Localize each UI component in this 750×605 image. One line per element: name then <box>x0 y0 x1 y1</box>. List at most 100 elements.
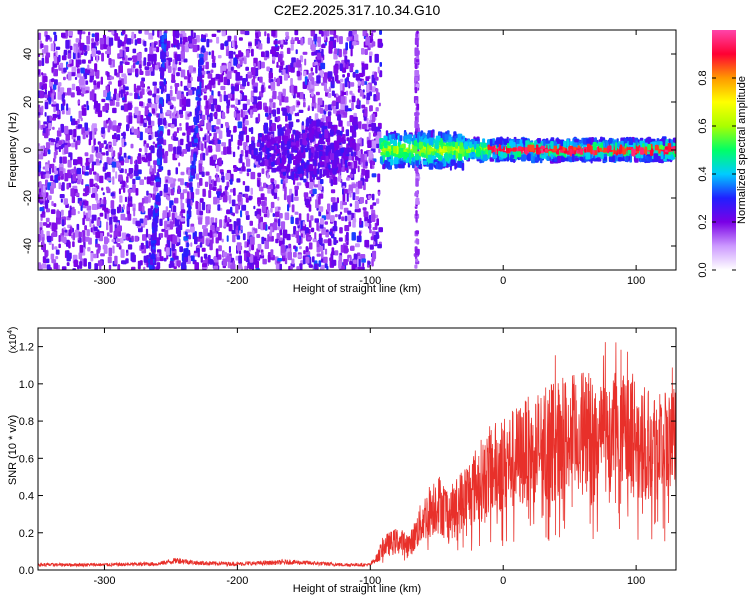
spectrogram-noise-cell <box>314 184 319 187</box>
spectrogram-noise-cell <box>254 256 258 265</box>
spectrogram-noise-cell <box>322 43 324 47</box>
spectrogram-noise-cell <box>139 64 142 68</box>
spectrogram-noise-cell <box>182 133 186 136</box>
spectrogram-noise-cell <box>102 106 106 112</box>
spectrogram-noise-cell <box>177 237 180 243</box>
spectrogram-noise-cell <box>61 210 64 216</box>
spectrogram-noise-cell <box>244 57 247 64</box>
spectrogram-streak-cell <box>152 243 155 247</box>
spectrogram-noise-cell <box>124 37 126 44</box>
spectrogram-noise-cell <box>74 46 76 53</box>
spectrogram-noise-cell <box>217 105 221 112</box>
spectrogram-noise-cell <box>42 237 44 245</box>
spectrogram-blob-cell <box>267 148 270 155</box>
spectrogram-noise-cell <box>45 102 49 109</box>
spectrogram-noise-cell <box>69 60 72 64</box>
spectrogram-noise-cell <box>240 27 245 34</box>
spectrogram-noise-cell <box>121 73 126 77</box>
spectrogram-noise-cell <box>350 246 354 251</box>
spectrogram-noise-cell <box>274 77 276 82</box>
spectrogram-noise-cell <box>325 105 328 112</box>
spectrogram-noise-cell <box>144 177 146 180</box>
spectrogram-noise-cell <box>237 242 242 250</box>
spectrogram-noise-cell <box>245 120 249 125</box>
spectrogram-noise-cell <box>101 127 105 134</box>
spectrogram-noise-cell <box>376 232 379 240</box>
spectrogram-blob-cell <box>254 148 258 155</box>
spectrogram-noise-cell <box>246 159 250 167</box>
spectrogram-noise-cell <box>317 37 321 43</box>
spectrogram-noise-cell <box>43 196 45 205</box>
spectrogram-noise-cell <box>121 90 123 98</box>
spectrogram-noise-cell <box>251 97 254 102</box>
spectrogram-noise-cell <box>48 149 51 154</box>
spectrogram-noise-cell <box>349 100 351 103</box>
spectrogram-noise-cell <box>303 179 306 183</box>
spectrogram-noise-cell <box>203 153 206 159</box>
spectrogram-noise-cell <box>159 252 161 257</box>
spectrogram-noise-cell <box>287 204 289 211</box>
spectrogram-noise-cell <box>39 181 41 188</box>
spectrogram-noise-cell <box>52 244 54 250</box>
spectrogram-noise-cell <box>44 45 49 54</box>
spectrogram-noise-cell <box>267 37 270 44</box>
spectrogram-noise-cell <box>369 106 371 112</box>
spectrogram-noise-cell <box>221 124 224 128</box>
spectrogram-noise-cell <box>122 181 125 188</box>
spectrogram-noise-cell <box>80 68 85 74</box>
spectrogram-streak-cell <box>156 195 161 202</box>
spectrogram-noise-cell <box>268 255 271 263</box>
spectrogram-noise-cell <box>261 237 264 244</box>
spectrogram-noise-cell <box>359 73 364 77</box>
spectrogram-noise-cell <box>180 81 182 87</box>
spectrogram-noise-cell <box>100 38 105 44</box>
spectrogram-noise-cell <box>204 135 206 141</box>
spectrogram-noise-cell <box>148 135 151 140</box>
spectrogram-noise-cell <box>325 232 329 237</box>
spectrogram-noise-cell <box>355 243 360 247</box>
spectrogram-noise-cell <box>136 73 139 77</box>
spectrogram-blob-cell <box>307 142 309 151</box>
spectrogram-noise-cell <box>315 218 320 223</box>
spectrogram-noise-cell <box>180 199 182 206</box>
spectrogram-noise-cell <box>51 182 55 189</box>
spectrogram-noise-cell <box>232 200 236 207</box>
spectrogram-noise-cell <box>376 218 379 226</box>
spectrogram-noise-cell <box>278 54 283 62</box>
spectrogram-noise-cell <box>84 172 89 176</box>
spectrogram-noise-cell <box>172 105 174 109</box>
spectrogram-noise-cell <box>365 161 368 166</box>
spectrogram-blob-cell <box>291 142 296 145</box>
spectrogram-noise-cell <box>51 201 53 206</box>
spectrogram-noise-cell <box>47 264 51 270</box>
spectrogram-noise-cell <box>279 99 282 105</box>
spectrogram-band-cell <box>407 139 410 143</box>
spectrogram-noise-cell <box>227 235 229 242</box>
spectrogram-noise-cell <box>103 134 106 139</box>
spectrogram-noise-cell <box>129 115 133 124</box>
spectrogram-noise-cell <box>362 63 364 66</box>
spectrogram-blob-cell <box>317 128 320 132</box>
spectrogram-noise-cell <box>125 258 128 263</box>
spectrogram-noise-cell <box>210 230 213 238</box>
spectrogram-noise-cell <box>371 236 374 240</box>
spectrogram-noise-cell <box>308 107 310 111</box>
spectrogram-noise-cell <box>68 53 71 59</box>
spectrogram-noise-cell <box>70 152 72 160</box>
spectrogram-noise-cell <box>175 83 180 87</box>
spectrogram-blob-cell <box>354 142 357 151</box>
spectrogram-noise-cell <box>190 242 192 247</box>
spectrogram-noise-cell <box>73 232 76 240</box>
spectrogram-noise-cell <box>213 113 217 117</box>
spectrogram-noise-cell <box>352 96 356 103</box>
spectrogram-noise-cell <box>226 49 229 56</box>
spectrogram-noise-cell <box>83 166 86 171</box>
spectrogram-vline-cell <box>415 249 419 255</box>
spectrogram-noise-cell <box>173 147 176 154</box>
spectrogram-noise-cell <box>132 179 135 185</box>
spectrogram-noise-cell <box>281 245 285 253</box>
spectrogram-noise-cell <box>352 264 355 271</box>
spectrogram-noise-cell <box>269 232 272 237</box>
spectrogram-noise-cell <box>75 193 79 197</box>
